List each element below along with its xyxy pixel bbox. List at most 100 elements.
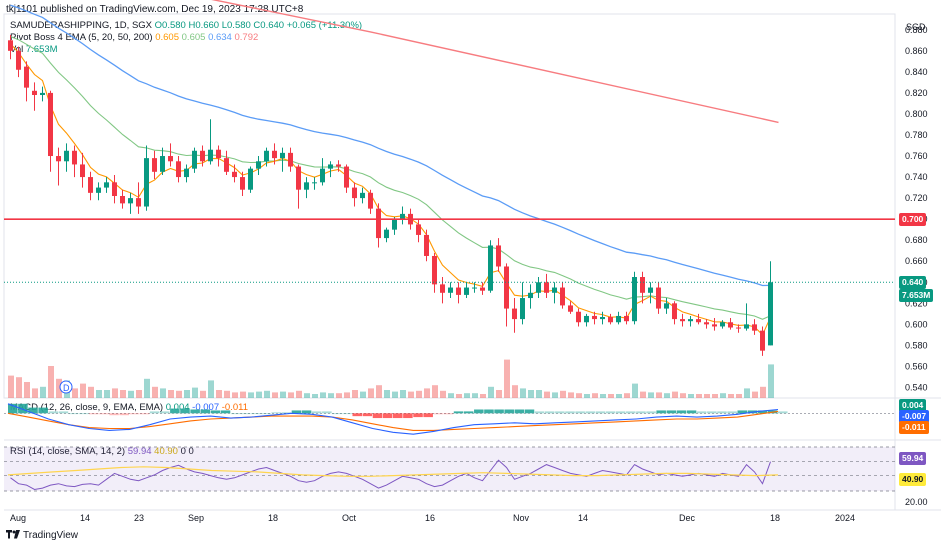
candle-body[interactable] [720, 322, 725, 327]
candle-body[interactable] [24, 66, 29, 88]
candle-body[interactable] [512, 308, 517, 320]
symbol-name[interactable]: SAMUDERASHIPPING, 1D, SGX [10, 20, 153, 31]
candle-body[interactable] [520, 298, 525, 320]
candle-body[interactable] [568, 305, 573, 312]
candle-body[interactable] [640, 277, 645, 293]
candle-body[interactable] [344, 166, 349, 188]
volume-legend[interactable]: Vol 7.653M [10, 44, 58, 55]
candle-body[interactable] [136, 198, 141, 207]
volume-indicator-name[interactable]: Vol [10, 44, 24, 55]
candle-body[interactable] [760, 330, 765, 351]
candle-body[interactable] [264, 150, 269, 162]
candle-body[interactable] [80, 164, 85, 178]
candle-body[interactable] [736, 327, 741, 329]
candle-body[interactable] [768, 282, 773, 346]
candle-body[interactable] [32, 90, 37, 96]
candle-body[interactable] [248, 168, 253, 190]
candle-body[interactable] [488, 245, 493, 291]
candle-body[interactable] [360, 192, 365, 199]
candle-body[interactable] [584, 315, 589, 323]
candle-body[interactable] [496, 245, 501, 267]
candle-body[interactable] [88, 177, 93, 193]
candle-body[interactable] [384, 229, 389, 239]
candle-body[interactable] [168, 156, 173, 162]
candle-body[interactable] [704, 322, 709, 325]
candle-body[interactable] [272, 150, 277, 159]
candle-body[interactable] [424, 234, 429, 256]
candle-body[interactable] [192, 150, 197, 169]
candle-body[interactable] [416, 224, 421, 235]
currency-label[interactable]: SGD [906, 22, 926, 32]
candle-body[interactable] [392, 219, 397, 230]
candle-body[interactable] [288, 152, 293, 167]
candle-body[interactable] [648, 287, 653, 293]
candle-body[interactable] [688, 319, 693, 322]
candle-body[interactable] [160, 156, 165, 172]
candle-body[interactable] [128, 198, 133, 204]
candle-body[interactable] [304, 182, 309, 190]
candle-body[interactable] [184, 168, 189, 178]
candle-body[interactable] [152, 158, 157, 172]
candle-body[interactable] [624, 315, 629, 322]
candle-body[interactable] [368, 192, 373, 209]
candle-body[interactable] [592, 315, 597, 320]
candle-body[interactable] [352, 187, 357, 199]
candle-body[interactable] [528, 292, 533, 299]
candle-body[interactable] [312, 182, 317, 184]
tradingview-footer[interactable]: TradingView [6, 529, 78, 541]
candle-body[interactable] [728, 322, 733, 328]
candle-body[interactable] [112, 182, 117, 197]
candle-body[interactable] [40, 92, 45, 96]
candle-body[interactable] [608, 316, 613, 323]
candle-body[interactable] [216, 149, 221, 159]
rsi-legend[interactable]: RSI (14, close, SMA, 14, 2) 59.94 40.90 … [10, 446, 194, 457]
candle-body[interactable] [696, 319, 701, 323]
candle-body[interactable] [552, 287, 557, 293]
rsi-indicator-name[interactable]: RSI (14, close, SMA, 14, 2) [10, 446, 126, 457]
candlesticks[interactable] [8, 35, 773, 356]
candle-body[interactable] [280, 152, 285, 159]
candle-body[interactable] [504, 266, 509, 309]
candle-body[interactable] [144, 158, 149, 207]
candle-body[interactable] [672, 303, 677, 320]
candle-body[interactable] [456, 287, 461, 295]
candle-body[interactable] [560, 287, 565, 306]
candle-body[interactable] [376, 208, 381, 239]
candle-body[interactable] [320, 168, 325, 183]
candle-body[interactable] [400, 213, 405, 220]
candle-body[interactable] [752, 324, 757, 331]
candle-body[interactable] [120, 196, 125, 204]
candle-body[interactable] [480, 287, 485, 291]
candle-body[interactable] [632, 277, 637, 322]
candle-body[interactable] [16, 50, 21, 70]
candle-body[interactable] [744, 324, 749, 329]
candle-body[interactable] [464, 287, 469, 295]
ema-indicator-name[interactable]: Pivot Boss 4 EMA (5, 20, 50, 200) [10, 32, 153, 43]
candle-body[interactable] [200, 150, 205, 162]
candle-body[interactable] [432, 255, 437, 285]
candle-body[interactable] [224, 158, 229, 172]
candle-body[interactable] [712, 324, 717, 327]
candle-body[interactable] [336, 164, 341, 167]
candle-body[interactable] [48, 92, 53, 157]
macd-indicator-name[interactable]: MACD (12, 26, close, 9, EMA, EMA) [10, 402, 164, 413]
candle-body[interactable] [472, 287, 477, 289]
candle-body[interactable] [232, 171, 237, 178]
ema-legend[interactable]: Pivot Boss 4 EMA (5, 20, 50, 200) 0.605 … [10, 32, 258, 43]
candle-body[interactable] [176, 161, 181, 178]
macd-legend[interactable]: MACD (12, 26, close, 9, EMA, EMA) 0.004 … [10, 402, 248, 413]
candle-body[interactable] [680, 319, 685, 322]
candle-body[interactable] [256, 161, 261, 169]
candle-body[interactable] [328, 164, 333, 169]
candle-body[interactable] [440, 284, 445, 293]
dividend-marker-icon[interactable] [59, 380, 73, 394]
candle-body[interactable] [8, 40, 13, 51]
candle-body[interactable] [72, 150, 77, 165]
candle-body[interactable] [56, 156, 61, 162]
candle-body[interactable] [208, 149, 213, 162]
candle-body[interactable] [240, 177, 245, 190]
candle-body[interactable] [536, 282, 541, 293]
candle-body[interactable] [96, 187, 101, 193]
candle-body[interactable] [656, 287, 661, 309]
